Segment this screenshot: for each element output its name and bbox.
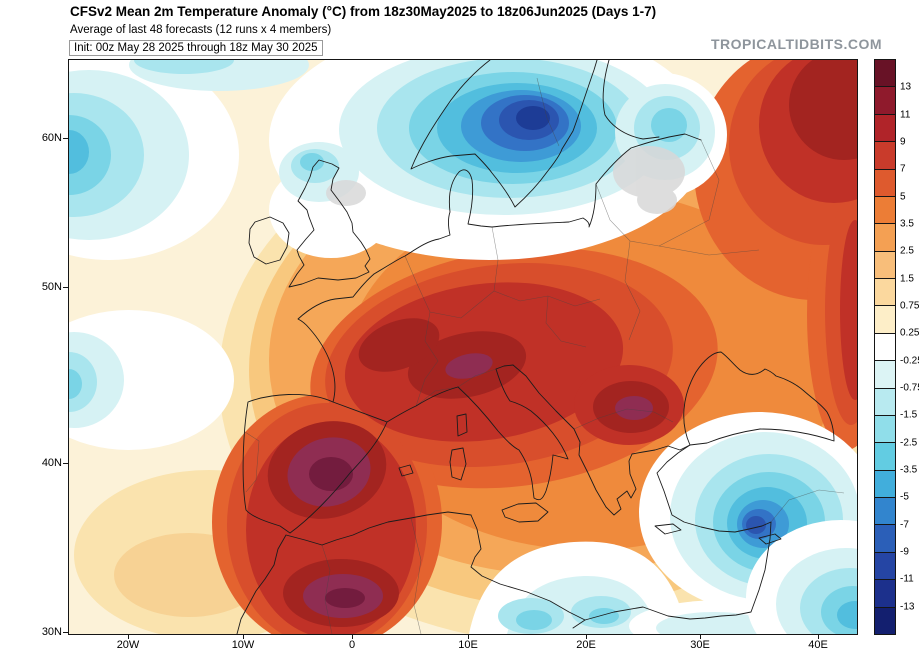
colorbar-level-label: -2.5 — [900, 437, 918, 449]
x-axis-tick-label: 40E — [808, 639, 828, 651]
colorbar — [874, 59, 896, 635]
colorbar-level-label: -13 — [900, 601, 915, 613]
colorbar-cell — [875, 360, 895, 388]
colorbar-cell — [875, 606, 895, 634]
colorbar-level-label: -3.5 — [900, 464, 918, 476]
colorbar-cell — [875, 60, 895, 87]
colorbar-cell — [875, 497, 895, 525]
colorbar-cell — [875, 524, 895, 552]
colorbar-level-label: 7 — [900, 163, 906, 175]
x-axis-tick-label: 10W — [231, 639, 255, 651]
x-axis-tick-label: 30E — [690, 639, 710, 651]
colorbar-cell — [875, 305, 895, 333]
colorbar-cell — [875, 387, 895, 415]
colorbar-cell — [875, 414, 895, 443]
gray-stipple-patches — [326, 146, 685, 214]
y-axis-tick-label: 40N — [41, 457, 62, 469]
chart-title: CFSv2 Mean 2m Temperature Anomaly (°C) f… — [70, 4, 657, 19]
colorbar-cell — [875, 86, 895, 114]
colorbar-cell — [875, 278, 895, 306]
colorbar-level-label: -0.75 — [900, 382, 919, 394]
colorbar-cell — [875, 168, 895, 196]
x-axis-tick-label: 0 — [348, 639, 356, 651]
colorbar-cell — [875, 332, 895, 361]
colorbar-cell — [875, 195, 895, 224]
colorbar-level-label: -0.25 — [900, 355, 919, 367]
colorbar-level-label: 13 — [900, 81, 912, 93]
colorbar-cell — [875, 223, 895, 251]
colorbar-cell — [875, 141, 895, 169]
init-time-label: Init: 00z May 28 2025 through 18z May 30… — [69, 40, 323, 56]
temperature-anomaly-map — [69, 60, 857, 634]
colorbar-level-label: 0.75 — [900, 300, 919, 312]
x-axis-tick-label: 20E — [576, 639, 596, 651]
colorbar-cell — [875, 579, 895, 607]
x-axis-tick-label: 10E — [458, 639, 478, 651]
colorbar-cell — [875, 113, 895, 142]
colorbar-level-label: 1.5 — [900, 273, 914, 285]
colorbar-level-label: 9 — [900, 136, 906, 148]
colorbar-level-label: 0.25 — [900, 327, 919, 339]
y-axis-tick-label: 30N — [41, 626, 62, 638]
y-axis-tick-label: 50N — [41, 281, 62, 293]
colorbar-level-label: 2.5 — [900, 245, 914, 257]
colorbar-level-label: -11 — [900, 573, 914, 585]
colorbar-cell — [875, 551, 895, 580]
colorbar-level-label: -9 — [900, 546, 909, 558]
chart-subtitle: Average of last 48 forecasts (12 runs x … — [70, 24, 332, 36]
colorbar-cell — [875, 442, 895, 470]
colorbar-level-label: 5 — [900, 191, 906, 203]
watermark-text: TROPICALTIDBITS.COM — [711, 36, 883, 52]
colorbar-cell — [875, 250, 895, 278]
colorbar-level-label: 3.5 — [900, 218, 914, 230]
colorbar-level-label: 11 — [900, 109, 911, 121]
map-plot-area — [68, 59, 858, 635]
coastlines — [236, 60, 835, 634]
colorbar-cell — [875, 469, 895, 497]
x-axis-tick-label: 20W — [116, 639, 140, 651]
colorbar-level-label: -5 — [900, 491, 909, 503]
y-axis-tick-label: 60N — [41, 132, 62, 144]
colorbar-level-label: -7 — [900, 519, 909, 531]
colorbar-level-label: -1.5 — [900, 409, 918, 421]
